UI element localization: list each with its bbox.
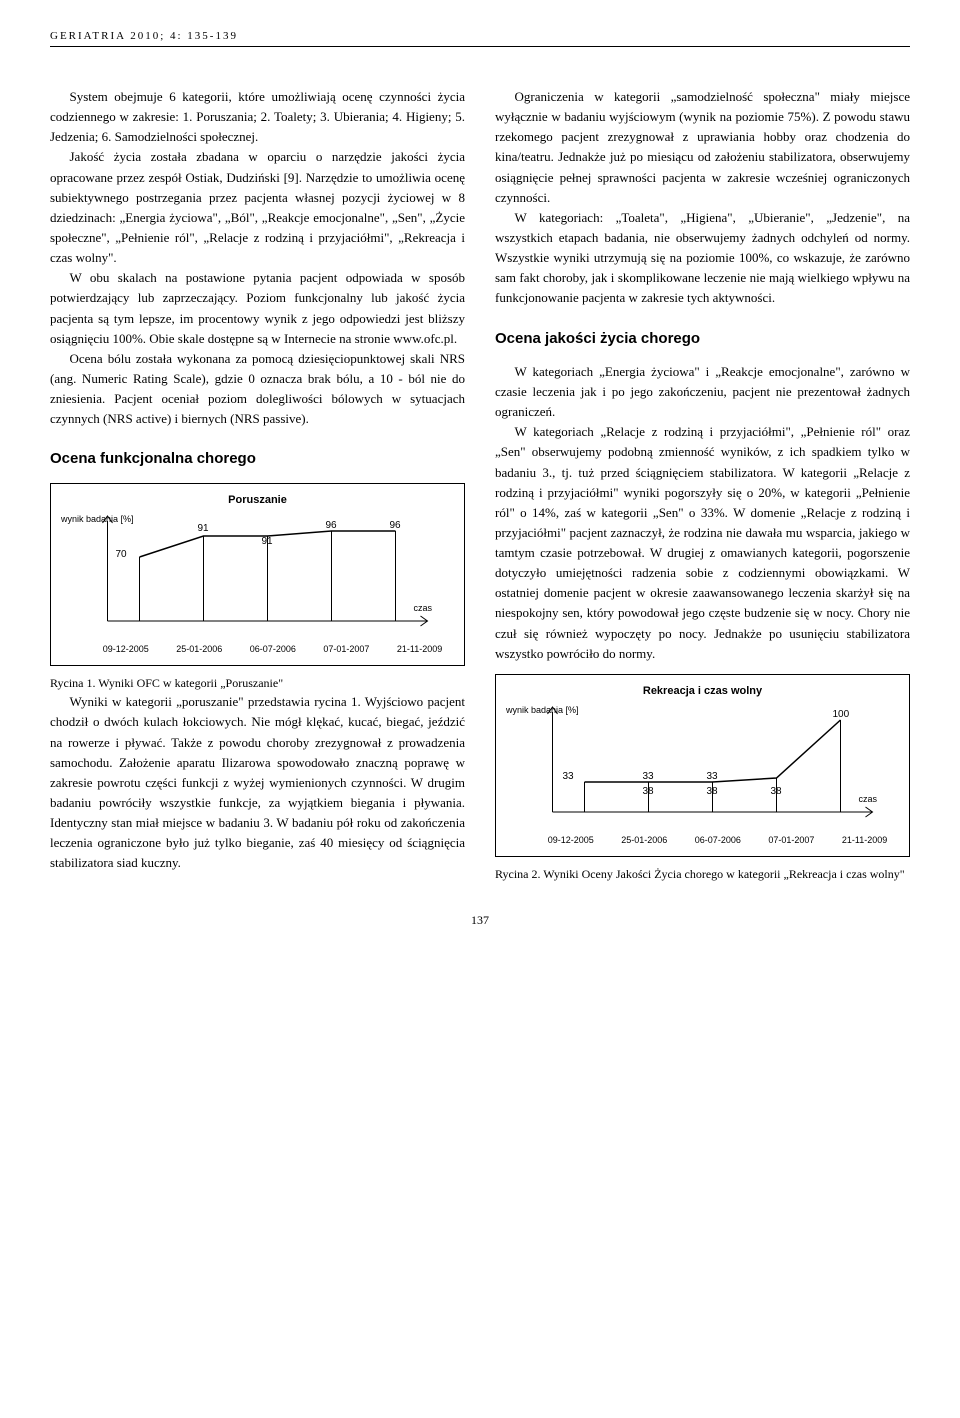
page-number: 137 (50, 913, 910, 928)
paragraph: Ograniczenia w kategorii „samodzielność … (495, 87, 910, 208)
chart-2-area: wynik badania [%] 33 33 38 33 3 (504, 702, 901, 832)
svg-text:70: 70 (116, 549, 128, 560)
chart-1-y-label: wynik badania [%] (61, 513, 134, 527)
chart-2-box: Rekreacja i czas wolny wynik badania [%]… (495, 674, 910, 857)
chart-2-title: Rekreacja i czas wolny (504, 683, 901, 700)
chart-2-svg: 33 33 38 33 38 38 100 czas (504, 702, 901, 832)
x-tick: 09-12-2005 (103, 643, 149, 657)
figure-2-caption: Rycina 2. Wyniki Oceny Jakości Życia cho… (495, 865, 910, 884)
x-tick: 25-01-2006 (176, 643, 222, 657)
x-tick: 06-07-2006 (695, 834, 741, 848)
right-column: Ograniczenia w kategorii „samodzielność … (495, 87, 910, 883)
x-tick: 21-11-2009 (842, 834, 887, 848)
paragraph: Ocena bólu została wykonana za pomocą dz… (50, 349, 465, 430)
paragraph: W obu skalach na postawione pytania pacj… (50, 268, 465, 349)
svg-text:33: 33 (707, 771, 719, 782)
journal-header: GERIATRIA 2010; 4: 135-139 (50, 30, 910, 47)
svg-text:33: 33 (643, 771, 655, 782)
chart-1-area: wynik badania [%] 70 91 91 96 9 (59, 511, 456, 641)
section-heading: Ocena funkcjonalna chorego (50, 447, 465, 470)
x-tick: 09-12-2005 (548, 834, 594, 848)
x-tick: 07-01-2007 (323, 643, 369, 657)
x-tick: 07-01-2007 (768, 834, 814, 848)
svg-text:38: 38 (643, 786, 655, 797)
chart-1-title: Poruszanie (59, 492, 456, 509)
section-heading: Ocena jakości życia chorego (495, 327, 910, 350)
chart-1-x-labels: 09-12-2005 25-01-2006 06-07-2006 07-01-2… (59, 643, 456, 657)
svg-text:96: 96 (390, 520, 402, 531)
svg-text:91: 91 (262, 536, 274, 547)
left-column: System obejmuje 6 kategorii, które umożl… (50, 87, 465, 883)
paragraph: W kategoriach „Energia życiowa" i „Reakc… (495, 362, 910, 422)
chart-1-x-label: czas (414, 603, 433, 613)
paragraph: W kategoriach: „Toaleta", „Higiena", „Ub… (495, 208, 910, 309)
x-tick: 21-11-2009 (397, 643, 442, 657)
two-column-layout: System obejmuje 6 kategorii, które umożl… (50, 87, 910, 883)
chart-2-y-label: wynik badania [%] (506, 704, 579, 718)
x-tick: 25-01-2006 (621, 834, 667, 848)
chart-1-svg: 70 91 91 96 96 czas (59, 511, 456, 641)
chart-2-x-labels: 09-12-2005 25-01-2006 06-07-2006 07-01-2… (504, 834, 901, 848)
svg-text:96: 96 (326, 520, 338, 531)
chart-1-box: Poruszanie wynik badania [%] 70 91 9 (50, 483, 465, 666)
svg-text:38: 38 (771, 786, 783, 797)
svg-text:100: 100 (833, 709, 850, 720)
x-tick: 06-07-2006 (250, 643, 296, 657)
figure-1-caption: Rycina 1. Wyniki OFC w kategorii „Porusz… (50, 674, 465, 693)
paragraph: W kategoriach „Relacje z rodziną i przyj… (495, 422, 910, 664)
paragraph: System obejmuje 6 kategorii, które umożl… (50, 87, 465, 147)
paragraph: Wyniki w kategorii „poruszanie" przedsta… (50, 692, 465, 873)
chart-2-x-label: czas (859, 794, 878, 804)
svg-text:38: 38 (707, 786, 719, 797)
svg-text:91: 91 (198, 523, 210, 534)
paragraph: Jakość życia została zbadana w oparciu o… (50, 147, 465, 268)
svg-text:33: 33 (563, 771, 575, 782)
